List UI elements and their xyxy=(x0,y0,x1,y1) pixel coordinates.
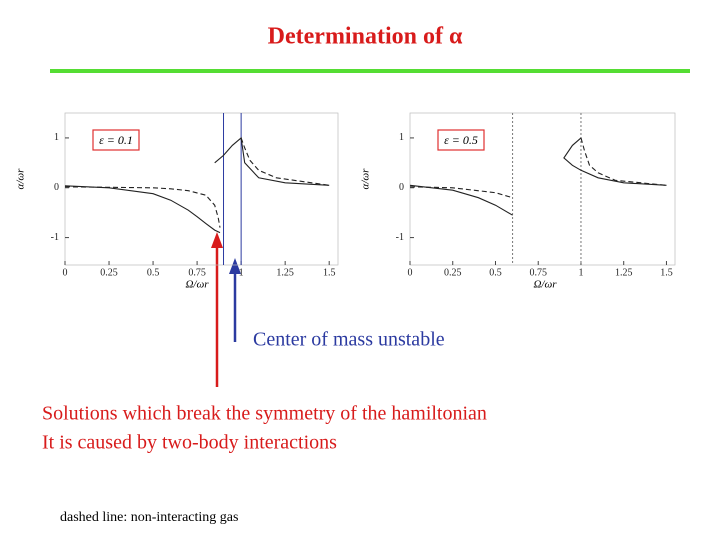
y-tick-label: 0 xyxy=(399,182,404,193)
legend-box xyxy=(437,129,485,151)
x-axis-label: Ω/ωr xyxy=(533,279,557,291)
legend-label: ε = 0.1 xyxy=(99,133,133,147)
legend-label: ε = 0.5 xyxy=(444,133,478,147)
y-tick-label: 1 xyxy=(399,132,404,143)
y-axis-label: α/ωr xyxy=(360,168,372,190)
x-tick-label: 0 xyxy=(63,267,68,278)
curve xyxy=(409,137,667,199)
x-tick-label: 0.75 xyxy=(188,267,206,278)
y-tick-label: -1 xyxy=(396,232,404,243)
curve xyxy=(64,137,330,228)
x-tick-label: 0 xyxy=(408,267,413,278)
red-arrowhead xyxy=(211,232,223,248)
x-tick-label: 0.5 xyxy=(489,267,502,278)
red-annotation: It is caused by two-body interactions xyxy=(42,432,337,454)
blue-annotation: Center of mass unstable xyxy=(253,329,445,351)
x-tick-label: 1.25 xyxy=(276,267,294,278)
y-tick-label: 0 xyxy=(54,182,59,193)
x-tick-label: 1.5 xyxy=(323,267,336,278)
x-tick-label: 1.5 xyxy=(660,267,673,278)
legend-box xyxy=(92,129,140,151)
note: dashed line: non-interacting gas xyxy=(60,510,238,525)
x-tick-label: 1 xyxy=(239,267,244,278)
x-axis-label: Ω/ωr xyxy=(185,279,209,291)
curve xyxy=(64,136,330,234)
x-tick-label: 1 xyxy=(578,267,583,278)
y-axis-label: α/ωr xyxy=(15,168,27,190)
red-annotation: Solutions which break the symmetry of th… xyxy=(42,403,487,425)
y-tick-label: 1 xyxy=(54,132,59,143)
x-tick-label: 0.5 xyxy=(147,267,160,278)
blue-arrowhead xyxy=(229,258,241,274)
slide-title: Determination of α xyxy=(268,24,463,50)
x-tick-label: 0.25 xyxy=(444,267,462,278)
x-tick-label: 0.25 xyxy=(100,267,118,278)
plot-frame xyxy=(409,112,676,266)
x-tick-label: 1.25 xyxy=(615,267,633,278)
curve xyxy=(409,137,667,216)
x-tick-label: 0.75 xyxy=(529,267,547,278)
plot-frame xyxy=(64,112,339,266)
y-tick-label: -1 xyxy=(51,232,59,243)
